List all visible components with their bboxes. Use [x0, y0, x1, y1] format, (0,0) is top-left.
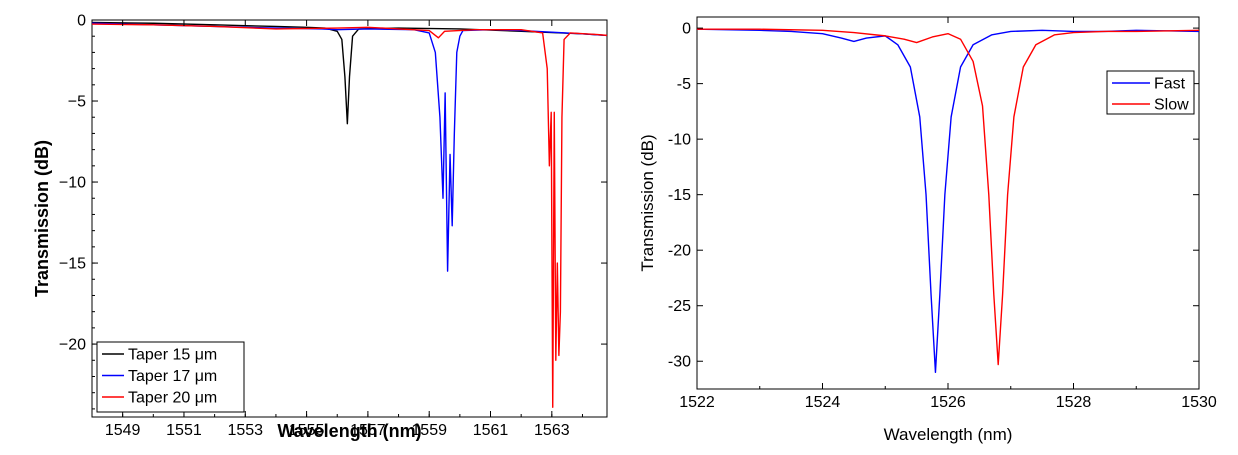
series-line-1: [697, 28, 1199, 366]
legend: Taper 15 μm Taper 17 μm Taper 20 μm: [96, 341, 245, 413]
axis-ticks: 1522 1524 1526 1528 1530 0 -5 -10 -15 -20 -25 -30: [668, 17, 1217, 411]
x-tick-label: 1549: [105, 422, 141, 439]
y-tick-label: -10: [668, 132, 691, 149]
legend-label-2: Taper 20 μm: [128, 390, 217, 407]
legend-label-0: Fast: [1154, 76, 1186, 93]
x-tick-label: 1526: [930, 394, 966, 411]
x-axis-label: Wavelength (nm): [884, 425, 1013, 444]
x-tick-label: 1557: [350, 422, 386, 439]
x-tick-label: 1555: [289, 422, 325, 439]
legend-box: [1106, 70, 1195, 115]
x-tick-label: 1553: [227, 422, 263, 439]
y-tick-label: -30: [668, 354, 691, 371]
x-tick-label: 1561: [473, 422, 509, 439]
legend-label-0: Taper 15 μm: [128, 347, 217, 364]
legend-label-1: Taper 17 μm: [128, 368, 217, 385]
series-lines: [92, 21, 607, 408]
series-lines: [697, 28, 1199, 374]
x-tick-label: 1530: [1181, 394, 1217, 411]
y-axis-label: Transmission (dB): [32, 140, 52, 297]
x-tick-label: 1522: [679, 394, 715, 411]
y-tick-label: -15: [668, 187, 691, 204]
y-tick-label: -25: [668, 298, 691, 315]
chart-left: 1549 1551 1553 1555 1557 1559 1561 1563 0 −5 −10 −1…: [32, 13, 608, 441]
x-axis-label: Wavelength (nm): [277, 421, 421, 441]
y-tick-label: −15: [59, 256, 86, 273]
chart-right: 1522 1524 1526 1528 1530 0 -5 -10 -15 -20 -25 -30 W…: [638, 16, 1217, 444]
legend-label-1: Slow: [1154, 97, 1189, 114]
y-tick-label: −5: [68, 94, 86, 111]
legend: Fast Slow: [1106, 70, 1195, 115]
series-line-2: [92, 23, 607, 408]
y-tick-label: -5: [677, 76, 691, 93]
x-tick-label: 1551: [166, 422, 202, 439]
y-axis-label: Transmission (dB): [638, 134, 657, 271]
y-tick-label: 0: [77, 13, 86, 30]
y-tick-label: 0: [682, 21, 691, 38]
series-line-1: [92, 22, 607, 272]
axis-ticks: 1549 1551 1553 1555 1557 1559 1561 1563 0 −5 −10 −1…: [59, 13, 607, 439]
series-line-0: [92, 21, 607, 125]
series-line-0: [697, 28, 1199, 374]
y-tick-label: −20: [59, 337, 86, 354]
y-tick-label: -20: [668, 243, 691, 260]
plot-frame: [91, 19, 608, 418]
x-tick-label: 1528: [1056, 394, 1092, 411]
x-tick-label: 1563: [534, 422, 570, 439]
x-tick-label: 1524: [805, 394, 841, 411]
x-tick-label: 1559: [411, 422, 447, 439]
y-tick-label: −10: [59, 175, 86, 192]
